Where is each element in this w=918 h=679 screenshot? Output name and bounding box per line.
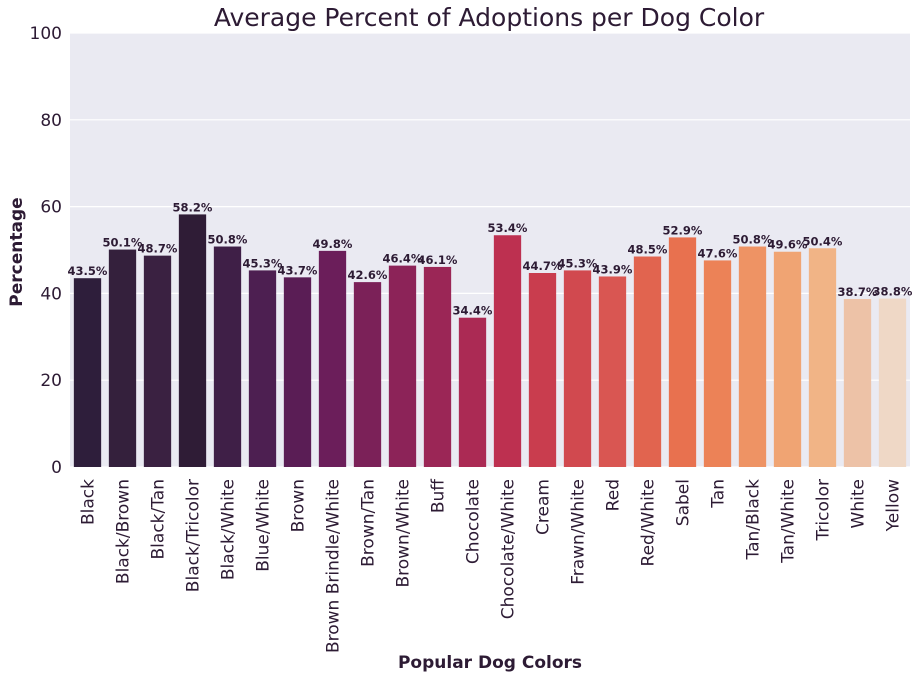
x-tick-label: Tan	[709, 479, 729, 509]
x-tick-label: Buff	[429, 478, 449, 513]
x-tick-label: Yellow	[884, 479, 904, 532]
bar	[738, 246, 767, 467]
bar-value-label: 34.4%	[453, 304, 493, 318]
bar-value-label: 45.3%	[243, 256, 283, 270]
bar	[598, 276, 627, 467]
bar	[423, 266, 452, 467]
bar-value-label: 43.5%	[68, 264, 108, 278]
chart-title: Average Percent of Adoptions per Dog Col…	[214, 3, 765, 32]
bar	[388, 265, 417, 467]
bar-value-label: 50.4%	[803, 234, 843, 248]
bar	[248, 270, 277, 467]
x-tick-label: Black/Brown	[114, 479, 134, 584]
bar	[528, 273, 557, 467]
bar-value-label: 43.7%	[278, 263, 318, 277]
bar-value-label: 52.9%	[663, 223, 703, 237]
bar	[703, 260, 732, 467]
bar	[108, 249, 137, 467]
data-labels: 43.5%50.1%48.7%58.2%50.8%45.3%43.7%49.8%…	[68, 200, 913, 317]
x-tick-label: Tricolor	[814, 479, 834, 541]
x-tick-label: Black	[79, 479, 99, 525]
bar-value-label: 46.1%	[418, 253, 458, 267]
bar	[178, 214, 207, 467]
y-axis-ticks: 0 20 40 60 80 100	[30, 24, 62, 478]
x-tick-label: Tan/Black	[744, 479, 764, 561]
bar-value-label: 50.8%	[733, 233, 773, 247]
x-tick-label: Frawn/White	[569, 479, 589, 585]
x-tick-label: Black/Tan	[149, 479, 169, 559]
x-tick-label: Brown/White	[394, 479, 414, 588]
bar	[633, 256, 662, 467]
bar	[808, 248, 837, 467]
bar-value-label: 48.5%	[628, 243, 668, 257]
x-tick-label: Tan/White	[779, 479, 799, 564]
x-tick-label: Red	[604, 479, 624, 511]
bar	[773, 251, 802, 467]
x-tick-label: Brown/Tan	[359, 479, 379, 567]
x-tick-label: Brown Brindle/White	[324, 479, 344, 653]
x-tick-label: Brown	[289, 479, 309, 532]
x-tick-label: Chocolate/White	[499, 479, 519, 619]
y-tick-label: 100	[30, 24, 62, 44]
x-tick-label: Red/White	[639, 479, 659, 566]
x-tick-label: Sabel	[674, 479, 694, 526]
gridlines	[70, 32, 910, 468]
bar-value-label: 38.8%	[873, 285, 913, 299]
y-tick-label: 20	[40, 371, 62, 391]
y-tick-label: 40	[40, 284, 62, 304]
bar	[563, 270, 592, 467]
bar-value-label: 38.7%	[838, 285, 878, 299]
y-tick-label: 60	[40, 198, 62, 218]
bar-value-label: 58.2%	[173, 200, 213, 214]
bar-value-label: 49.6%	[768, 238, 808, 252]
y-axis-label: Percentage	[7, 197, 27, 306]
bar	[73, 278, 102, 467]
bar-value-label: 44.7%	[523, 259, 563, 273]
bar	[843, 299, 872, 467]
bar	[458, 317, 487, 467]
bar-value-label: 46.4%	[383, 252, 423, 266]
x-tick-label: White	[849, 479, 869, 528]
x-tick-label: Chocolate	[464, 479, 484, 564]
x-axis-ticks: Black Black/Brown Black/Tan Black/Tricolor B…	[79, 478, 904, 653]
bar-value-label: 48.7%	[138, 242, 178, 256]
bar-value-label: 43.9%	[593, 262, 633, 276]
bar-value-label: 50.8%	[208, 233, 248, 247]
x-tick-label: Black/Tricolor	[184, 479, 204, 592]
bar-value-label: 49.8%	[313, 237, 353, 251]
bar	[878, 298, 907, 467]
bar-value-label: 53.4%	[488, 221, 528, 235]
y-tick-label: 80	[40, 111, 62, 131]
bar	[493, 235, 522, 467]
bar	[353, 282, 382, 467]
bar	[283, 277, 312, 467]
y-tick-label: 0	[51, 458, 62, 478]
x-tick-label: Black/White	[219, 479, 239, 580]
bar	[213, 246, 242, 467]
bar	[143, 255, 172, 467]
bar-value-label: 45.3%	[558, 256, 598, 270]
x-axis-label: Popular Dog Colors	[398, 653, 582, 673]
plot-area	[70, 33, 910, 467]
x-tick-label: Blue/White	[254, 479, 274, 572]
bar-value-label: 47.6%	[698, 246, 738, 260]
bar	[668, 237, 697, 467]
bar-value-label: 50.1%	[103, 236, 143, 250]
bars	[73, 214, 907, 467]
x-tick-label: Cream	[534, 479, 554, 535]
bar-value-label: 42.6%	[348, 268, 388, 282]
bar	[318, 250, 347, 467]
